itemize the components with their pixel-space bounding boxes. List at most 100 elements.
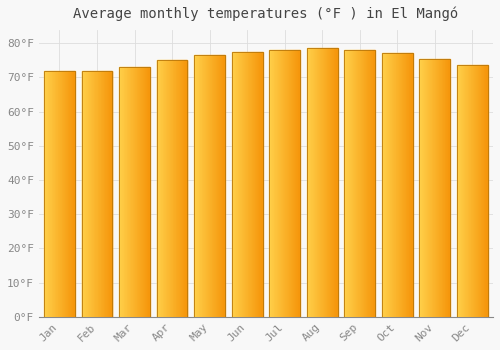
- Bar: [136, 67, 137, 317]
- Bar: [62, 71, 64, 317]
- Bar: [168, 60, 169, 317]
- Bar: [410, 54, 411, 317]
- Bar: [46, 71, 47, 317]
- Bar: [48, 71, 50, 317]
- Bar: [316, 48, 317, 317]
- Bar: [362, 50, 363, 317]
- Bar: [428, 58, 430, 317]
- Bar: [293, 50, 294, 317]
- Bar: [224, 55, 225, 317]
- Bar: [174, 60, 175, 317]
- Bar: [108, 71, 110, 317]
- Bar: [328, 48, 329, 317]
- Bar: [276, 50, 277, 317]
- Bar: [212, 55, 214, 317]
- Bar: [274, 50, 276, 317]
- Bar: [472, 65, 473, 317]
- Bar: [310, 48, 312, 317]
- Bar: [320, 48, 322, 317]
- Bar: [82, 71, 112, 317]
- Bar: [298, 50, 300, 317]
- Bar: [307, 48, 308, 317]
- Bar: [386, 54, 388, 317]
- Bar: [390, 54, 391, 317]
- Bar: [94, 71, 96, 317]
- Bar: [317, 48, 318, 317]
- Bar: [280, 50, 281, 317]
- Bar: [251, 52, 252, 317]
- Bar: [394, 54, 395, 317]
- Bar: [399, 54, 400, 317]
- Bar: [329, 48, 330, 317]
- Bar: [364, 50, 365, 317]
- Bar: [363, 50, 364, 317]
- Bar: [162, 60, 163, 317]
- Bar: [97, 71, 98, 317]
- Bar: [210, 55, 211, 317]
- Bar: [402, 54, 404, 317]
- Bar: [185, 60, 186, 317]
- Bar: [68, 71, 70, 317]
- Bar: [71, 71, 72, 317]
- Bar: [481, 65, 482, 317]
- Bar: [292, 50, 293, 317]
- Bar: [420, 58, 450, 317]
- Bar: [139, 67, 140, 317]
- Bar: [463, 65, 464, 317]
- Bar: [50, 71, 51, 317]
- Bar: [130, 67, 132, 317]
- Bar: [424, 58, 425, 317]
- Bar: [484, 65, 486, 317]
- Bar: [254, 52, 255, 317]
- Bar: [104, 71, 106, 317]
- Bar: [400, 54, 401, 317]
- Bar: [309, 48, 310, 317]
- Bar: [101, 71, 102, 317]
- Bar: [474, 65, 476, 317]
- Bar: [374, 50, 375, 317]
- Bar: [173, 60, 174, 317]
- Bar: [470, 65, 471, 317]
- Title: Average monthly temperatures (°F ) in El Mangó: Average monthly temperatures (°F ) in El…: [74, 7, 458, 21]
- Bar: [82, 71, 83, 317]
- Bar: [296, 50, 297, 317]
- Bar: [282, 50, 283, 317]
- Bar: [319, 48, 320, 317]
- Bar: [110, 71, 111, 317]
- Bar: [432, 58, 434, 317]
- Bar: [107, 71, 108, 317]
- Bar: [202, 55, 203, 317]
- Bar: [172, 60, 173, 317]
- Bar: [435, 58, 436, 317]
- Bar: [446, 58, 447, 317]
- Bar: [93, 71, 94, 317]
- Bar: [261, 52, 262, 317]
- Bar: [111, 71, 112, 317]
- Bar: [468, 65, 469, 317]
- Bar: [222, 55, 224, 317]
- Bar: [409, 54, 410, 317]
- Bar: [437, 58, 438, 317]
- Bar: [198, 55, 199, 317]
- Bar: [245, 52, 246, 317]
- Bar: [149, 67, 150, 317]
- Bar: [156, 60, 188, 317]
- Bar: [391, 54, 392, 317]
- Bar: [234, 52, 235, 317]
- Bar: [201, 55, 202, 317]
- Bar: [126, 67, 127, 317]
- Bar: [478, 65, 480, 317]
- Bar: [122, 67, 123, 317]
- Bar: [482, 65, 483, 317]
- Bar: [88, 71, 90, 317]
- Bar: [186, 60, 188, 317]
- Bar: [91, 71, 92, 317]
- Bar: [392, 54, 394, 317]
- Bar: [163, 60, 164, 317]
- Bar: [96, 71, 97, 317]
- Bar: [441, 58, 442, 317]
- Bar: [408, 54, 409, 317]
- Bar: [460, 65, 461, 317]
- Bar: [74, 71, 75, 317]
- Bar: [476, 65, 477, 317]
